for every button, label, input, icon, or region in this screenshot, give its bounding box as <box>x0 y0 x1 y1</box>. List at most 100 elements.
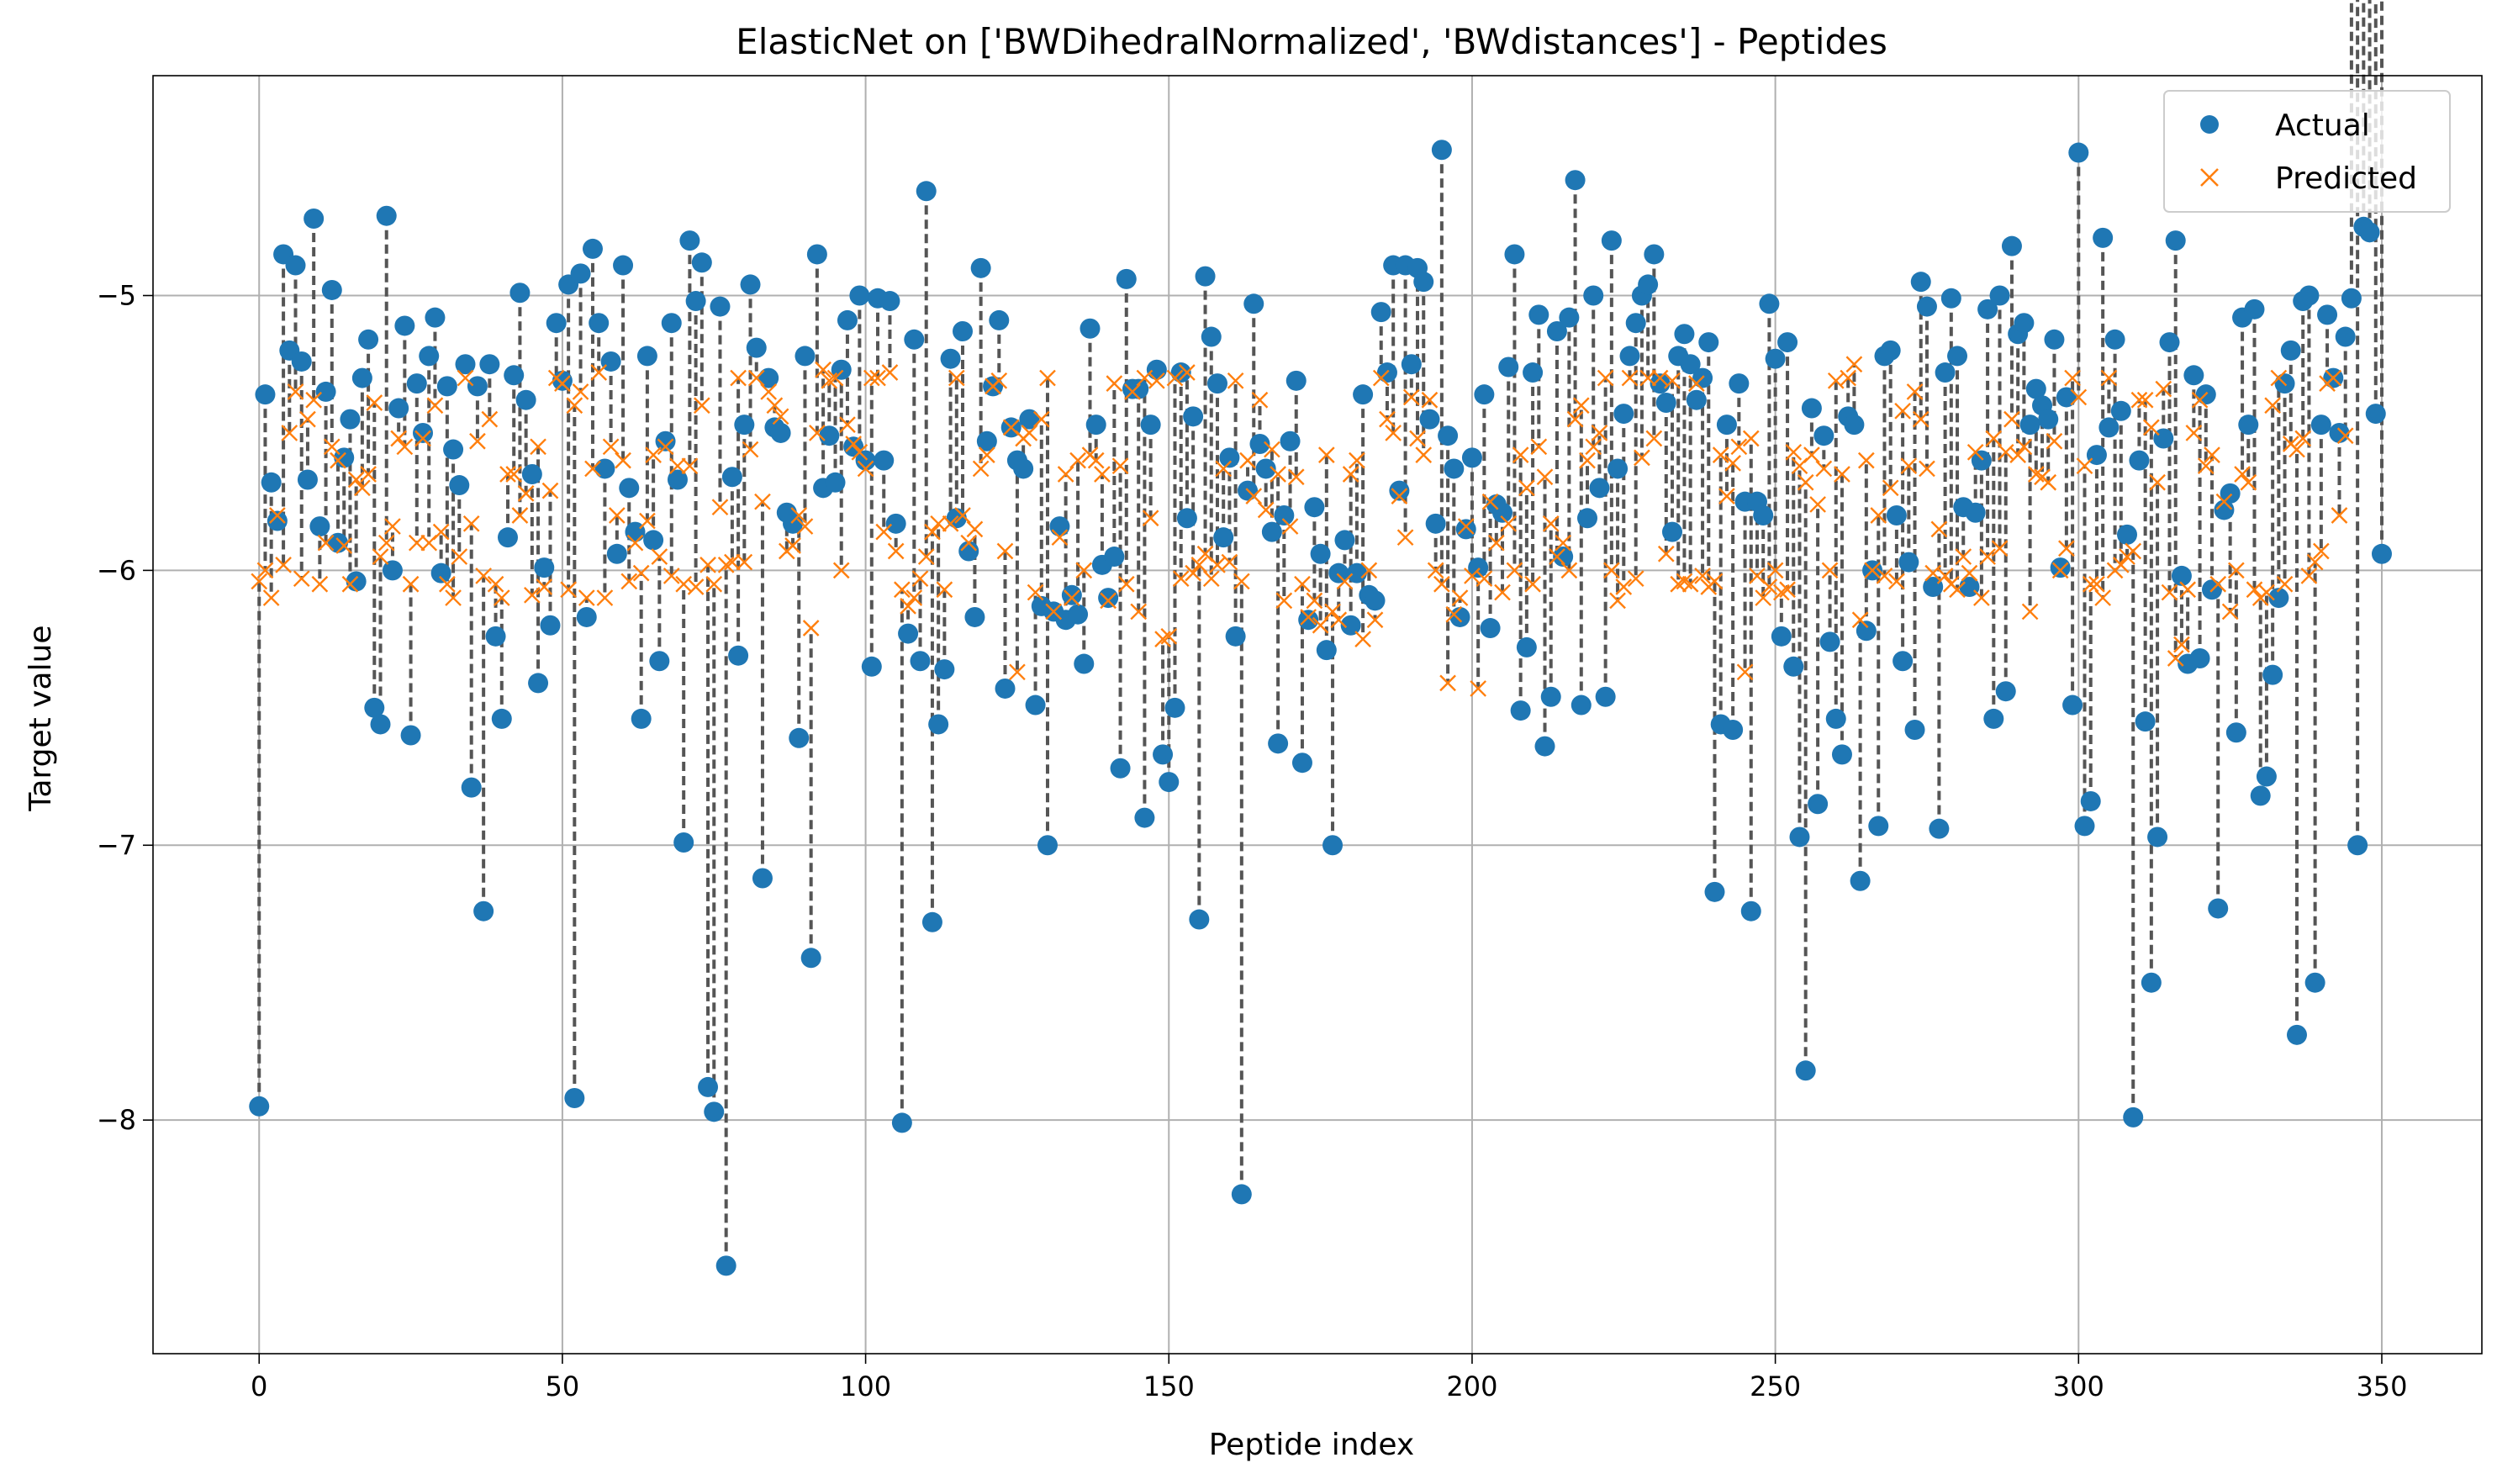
actual-point <box>1831 744 1852 765</box>
predicted-point <box>2294 430 2312 447</box>
actual-point <box>1291 753 1312 774</box>
actual-point <box>1947 346 1968 367</box>
actual-point <box>1971 450 1992 471</box>
predicted-point <box>996 542 1014 560</box>
actual-point <box>921 911 942 932</box>
predicted-point <box>1009 663 1026 681</box>
predicted-point <box>1064 589 1080 606</box>
actual-point <box>855 450 876 471</box>
predicted-point <box>451 548 468 565</box>
legend: Actual Predicted <box>2163 90 2451 213</box>
predicted-point <box>687 578 705 595</box>
actual-point <box>964 606 985 627</box>
predicted-point <box>863 369 880 387</box>
actual-point <box>382 560 403 581</box>
actual-point <box>449 475 470 496</box>
actual-point <box>1201 326 1222 347</box>
predicted-point <box>384 518 401 535</box>
actual-point <box>1225 626 1246 647</box>
actual-point <box>413 422 434 443</box>
predicted-point <box>578 589 595 606</box>
actual-point <box>1085 415 1106 436</box>
actual-point <box>1474 384 1495 405</box>
actual-point <box>528 673 549 694</box>
predicted-point <box>1251 391 1269 409</box>
actual-point <box>1577 508 1598 529</box>
actual-point <box>1819 631 1840 652</box>
actual-point <box>910 651 931 672</box>
actual-point <box>1777 332 1798 353</box>
actual-point <box>849 285 870 306</box>
actual-point <box>2025 378 2046 399</box>
predicted-point <box>2112 557 2130 573</box>
actual-point <box>631 708 652 729</box>
predicted-point <box>1724 455 1741 472</box>
actual-point <box>534 557 555 578</box>
predicted-point <box>1476 570 1493 588</box>
predicted-point <box>481 410 499 428</box>
actual-point <box>1280 430 1301 452</box>
actual-point <box>443 439 464 460</box>
actual-point <box>1638 274 1659 295</box>
predicted-series <box>251 356 2354 697</box>
actual-point <box>1128 378 1149 399</box>
predicted-point <box>663 568 680 584</box>
actual-point <box>315 381 336 402</box>
predicted-point <box>1257 501 1275 519</box>
actual-point <box>1353 384 1374 405</box>
actual-point <box>685 291 706 312</box>
predicted-point <box>499 466 516 483</box>
actual-point <box>752 868 773 889</box>
actual-point <box>1868 816 1889 837</box>
actual-point <box>261 472 282 493</box>
predicted-point <box>2125 542 2142 560</box>
predicted-point <box>2240 473 2257 491</box>
predicted-point <box>1239 452 1256 469</box>
actual-point <box>376 205 397 226</box>
actual-point <box>1438 425 1459 446</box>
predicted-point <box>1664 372 1681 389</box>
predicted-point <box>323 438 340 456</box>
predicted-point <box>1045 603 1063 621</box>
predicted-point <box>584 460 601 478</box>
actual-point <box>989 309 1010 330</box>
actual-point <box>704 1101 725 1122</box>
actual-point <box>1723 719 1744 740</box>
predicted-point <box>1051 529 1069 547</box>
predicted-point <box>1821 562 1839 579</box>
actual-point <box>1940 288 1961 309</box>
actual-point <box>934 659 955 680</box>
actual-point <box>2299 285 2320 306</box>
actual-point <box>728 645 749 666</box>
predicted-point <box>457 369 474 387</box>
predicted-point <box>1312 616 1329 634</box>
predicted-point <box>1433 575 1450 593</box>
predicted-point <box>2173 636 2190 653</box>
actual-point <box>1916 296 1937 317</box>
actual-point <box>794 346 816 367</box>
predicted-point <box>1906 383 1924 400</box>
predicted-point <box>408 534 425 552</box>
predicted-point <box>414 430 431 447</box>
predicted-point <box>2009 446 2027 463</box>
actual-point <box>1316 640 1337 661</box>
predicted-point <box>2136 391 2154 409</box>
actual-point <box>898 623 919 644</box>
predicted-point <box>784 537 801 554</box>
predicted-point <box>1354 631 1371 647</box>
actual-point <box>715 1255 736 1276</box>
actual-point <box>740 274 761 295</box>
predicted-point <box>1281 518 1299 535</box>
actual-point <box>1850 870 1871 891</box>
actual-point <box>1880 340 1901 361</box>
actual-point <box>455 354 476 375</box>
actual-point <box>1655 392 1676 413</box>
predicted-point <box>2288 441 2305 458</box>
predicted-point <box>1111 457 1129 475</box>
actual-point <box>885 513 906 534</box>
predicted-point <box>1985 430 2003 447</box>
predicted-point <box>802 620 820 636</box>
predicted-point <box>523 586 541 604</box>
